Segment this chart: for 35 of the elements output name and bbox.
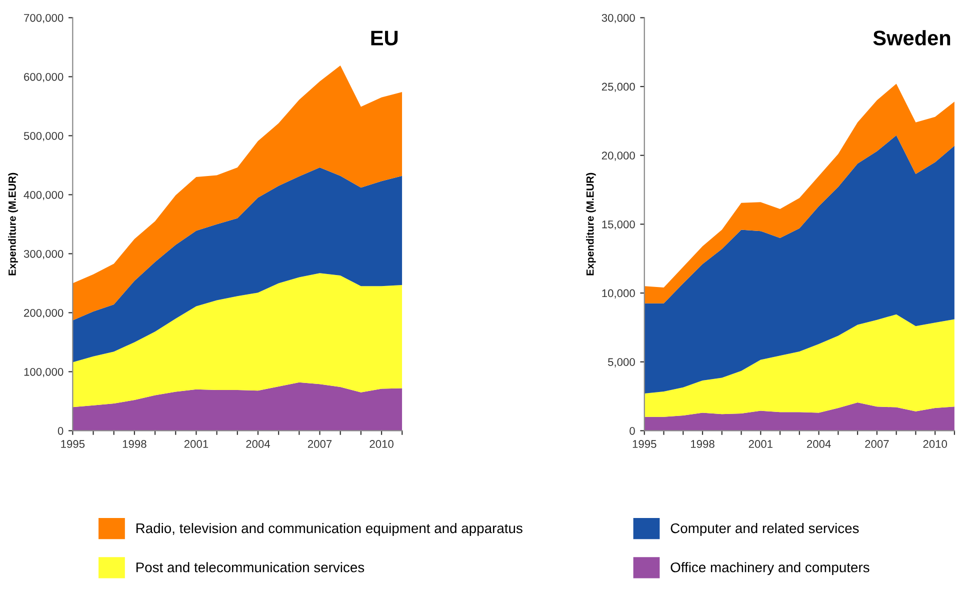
y-tick-label: 10,000 xyxy=(602,289,635,298)
y-tick-label: 100,000 xyxy=(24,368,64,378)
y-axis-title: Expenditure (M.EUR) xyxy=(586,172,596,276)
x-tick-label: 2010 xyxy=(370,440,394,448)
y-axis-title: Expenditure (M.EUR) xyxy=(8,172,18,276)
x-tick-label: 2001 xyxy=(184,440,208,448)
x-tick-label: 2004 xyxy=(807,440,831,448)
chart-title: EU xyxy=(371,30,398,46)
legend-label: Computer and related services xyxy=(670,522,859,536)
y-tick-label: 20,000 xyxy=(602,152,635,161)
x-tick-label: 2001 xyxy=(748,440,772,448)
y-tick-label: 200,000 xyxy=(24,308,64,318)
y-tick-label: 25,000 xyxy=(602,82,635,92)
chart-title: Sweden xyxy=(873,30,950,46)
x-tick-label: 2010 xyxy=(923,440,948,448)
x-tick-label: 1998 xyxy=(122,440,146,448)
x-tick-label: 1995 xyxy=(61,440,85,448)
legend-label: Office machinery and computers xyxy=(670,562,870,576)
y-tick-label: 30,000 xyxy=(602,14,635,24)
y-tick-label: 15,000 xyxy=(602,220,635,230)
y-tick-label: 0 xyxy=(58,426,64,435)
y-tick-label: 300,000 xyxy=(24,250,64,260)
y-tick-label: 600,000 xyxy=(24,72,64,82)
x-tick-label: 2007 xyxy=(865,440,889,448)
x-tick-label: 2007 xyxy=(308,440,332,448)
x-tick-label: 2004 xyxy=(246,440,270,448)
x-tick-label: 1995 xyxy=(632,440,656,448)
y-tick-label: 700,000 xyxy=(24,14,64,24)
y-tick-label: 5,000 xyxy=(608,358,635,368)
legend-label: Radio, television and communication equipment and apparatus xyxy=(136,522,522,536)
y-tick-label: 400,000 xyxy=(24,190,64,200)
y-tick-label: 500,000 xyxy=(24,132,64,142)
legend-label: Post and telecommunication services xyxy=(136,562,364,572)
y-tick-label: 0 xyxy=(630,426,635,435)
x-tick-label: 1998 xyxy=(691,440,714,448)
